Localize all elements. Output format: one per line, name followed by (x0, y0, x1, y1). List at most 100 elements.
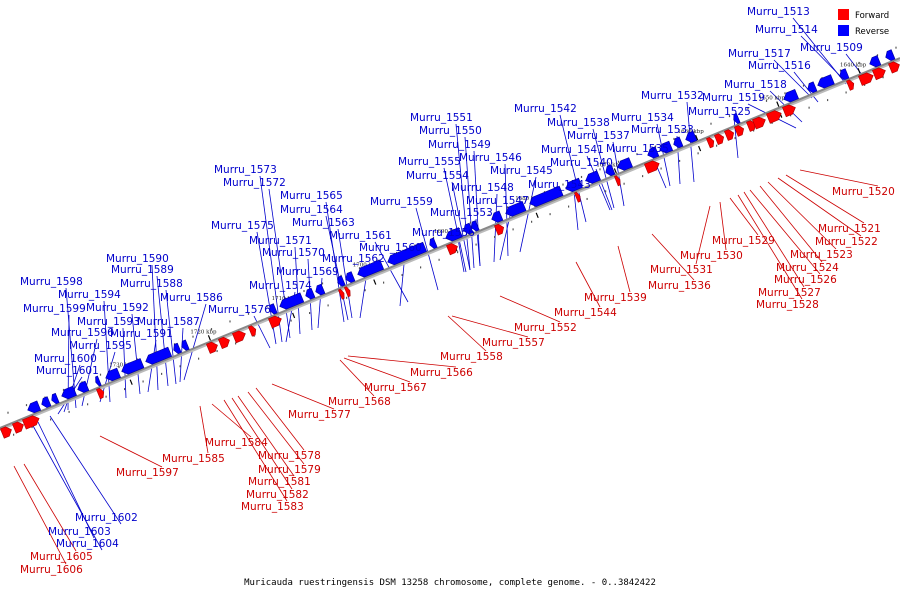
forward-gene-arrow (724, 129, 735, 141)
minor-tick (358, 267, 361, 270)
reverse-link (504, 163, 509, 257)
forward-link (237, 395, 295, 477)
minor-tick (549, 213, 551, 216)
minor-tick (142, 380, 144, 383)
forward-link (695, 205, 711, 265)
map-caption: Muricauda ruestringensis DSM 13258 chrom… (244, 578, 656, 588)
forward-gene-arrow (22, 415, 40, 430)
reverse-gene-label: Murru_1535 (606, 143, 669, 155)
forward-gene-label: Murru_1522 (815, 236, 878, 248)
minor-tick (802, 84, 805, 87)
forward-link (343, 357, 411, 383)
reverse-gene-arrow (605, 164, 616, 177)
reverse-gene-label: Murru_1570 (262, 247, 325, 259)
reverse-gene-arrow (685, 130, 698, 143)
forward-gene-arrow (0, 426, 12, 439)
forward-gene-label: Murru_1605 (30, 551, 93, 563)
minor-tick (512, 228, 514, 231)
minor-tick (272, 327, 274, 330)
minor-tick (13, 433, 15, 436)
reverse-gene-label: Murru_1575 (211, 220, 274, 232)
reverse-gene-arrow (27, 400, 42, 414)
minor-tick (210, 328, 213, 331)
minor-tick (765, 99, 768, 102)
forward-link (617, 245, 631, 293)
reverse-gene-label: Murru_1540 (550, 157, 613, 169)
kbp-label: 1720 kbp (190, 329, 217, 335)
minor-tick (679, 159, 681, 162)
minor-tick (364, 289, 366, 292)
reverse-gene-label: Murru_1554 (406, 170, 469, 182)
minor-tick (623, 182, 625, 185)
forward-link (767, 181, 837, 250)
forward-gene-label: Murru_1544 (554, 307, 617, 319)
minor-tick (845, 91, 847, 94)
reverse-link (294, 246, 301, 335)
reverse-link (337, 228, 353, 319)
forward-link (737, 194, 803, 300)
reverse-gene-label: Murru_1574 (249, 280, 312, 292)
reverse-gene-label: Murru_1594 (58, 289, 121, 301)
minor-tick (303, 290, 305, 293)
minor-tick (488, 213, 490, 216)
minor-tick (660, 167, 662, 170)
reverse-gene-arrow (445, 227, 463, 242)
forward-gene-label: Murru_1539 (584, 292, 647, 304)
minor-tick (105, 395, 107, 398)
reverse-gene-arrow (279, 292, 305, 310)
forward-link (499, 295, 561, 323)
forward-link (339, 359, 375, 397)
forward-link (729, 197, 759, 236)
minor-tick (475, 243, 477, 246)
minor-tick (198, 357, 200, 360)
minor-tick (31, 426, 33, 429)
forward-gene-label: Murru_1526 (774, 274, 837, 286)
forward-gene-label: Murru_1530 (680, 250, 743, 262)
minor-tick (599, 168, 601, 171)
forward-gene-arrow (782, 104, 796, 118)
reverse-link (156, 275, 169, 387)
reverse-gene-arrow (817, 74, 835, 89)
reverse-gene-label: Murru_1547 (466, 195, 529, 207)
forward-gene-arrow (206, 341, 218, 354)
forward-gene-label: Murru_1529 (712, 235, 775, 247)
major-tick (857, 68, 861, 74)
forward-link (199, 405, 209, 454)
reverse-gene-label: Murru_1553 (430, 207, 493, 219)
major-tick (373, 279, 377, 285)
minor-tick (876, 54, 879, 57)
reverse-gene-arrow (337, 275, 346, 287)
minor-tick (124, 388, 126, 391)
minor-tick (808, 106, 810, 109)
reverse-gene-label: Murru_1600 (34, 353, 97, 365)
reverse-link (31, 423, 103, 551)
reverse-gene-label: Murru_1559 (370, 196, 433, 208)
reverse-gene-label: Murru_1538 (547, 117, 610, 129)
reverse-gene-label: Murru_1591 (110, 328, 173, 340)
minor-tick (401, 273, 403, 276)
forward-gene-label: Murru_1578 (258, 450, 321, 462)
reverse-gene-arrow (173, 342, 182, 355)
reverse-gene-arrow (565, 177, 583, 193)
reverse-link (151, 264, 159, 391)
minor-tick (68, 410, 70, 413)
reverse-link (800, 35, 853, 89)
reverse-link (325, 215, 349, 321)
minor-tick (420, 266, 422, 269)
minor-tick (87, 403, 89, 406)
reverse-gene-label: Murru_1537 (567, 130, 630, 142)
reverse-gene-arrow (181, 339, 190, 351)
reverse-gene-label: Murru_1562 (322, 253, 385, 265)
minor-tick (605, 190, 607, 193)
gene-arrows (0, 49, 900, 439)
minor-tick (839, 69, 842, 72)
forward-gene-arrow (218, 336, 230, 349)
minor-tick (895, 46, 897, 49)
reverse-gene-label: Murru_1509 (800, 42, 863, 54)
reverse-link (457, 238, 465, 273)
forward-link (777, 177, 862, 237)
reverse-gene-label: Murru_1543 (528, 179, 591, 191)
reverse-link (592, 128, 615, 209)
reverse-gene-label: Murru_1519 (702, 92, 765, 104)
kbp-label: 1680 kbp (515, 196, 542, 202)
